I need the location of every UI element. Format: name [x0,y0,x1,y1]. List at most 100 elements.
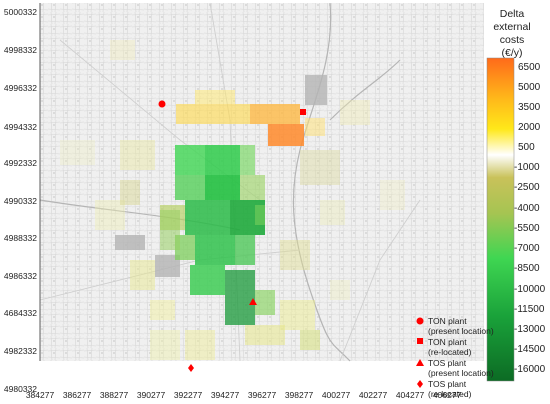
x-tick-label: 388277 [100,390,129,400]
grid-cell [150,300,175,320]
square-marker-icon [417,338,423,344]
legend-label: TON plant [428,337,467,347]
grid-cell [305,118,325,136]
colorbar-title-line: costs [500,34,525,46]
colorbar-tick-label: 500 [518,142,535,153]
grid-cell [300,150,340,185]
grid-cell [340,100,370,125]
x-tick-label: 384277 [26,390,55,400]
legend-label: TOS plant [428,358,467,368]
grid-cell [250,104,300,124]
colorbar-tick-label: -8500 [514,263,540,274]
ton-relocated-marker [300,109,306,115]
plant-markers [158,100,306,372]
colorbar-tick-label: -10000 [514,284,546,295]
colorbar-tick-label: -5500 [514,223,540,234]
colorbar [486,57,515,382]
x-tick-label: 396277 [248,390,277,400]
x-tick-label: 398277 [285,390,314,400]
colorbar-title: Delta external costs (€/y) [493,8,530,59]
grid-cell [120,180,140,205]
grid-cell [240,145,255,175]
tos-present-marker [249,298,257,305]
circle-marker-icon [416,317,424,325]
grid-cell [205,145,240,175]
x-tick-label: 404277 [396,390,425,400]
colorbar-tick-label: -14500 [514,344,546,355]
grid-cell [150,330,180,360]
y-tick-label: 4996332 [4,83,37,93]
colorbar-tick-label: 2000 [518,122,541,133]
y-tick-label: 4994332 [4,122,37,132]
legend-label: (present location) [428,326,494,336]
diamond-marker-icon [417,380,423,388]
triangle-marker-icon [416,359,424,366]
y-tick-label: 4992332 [4,158,37,168]
x-tick-label: 406277 [433,390,462,400]
grid-cell [255,205,265,225]
grid-cell [300,330,320,350]
grid-cell [268,124,304,146]
colorbar-tick-label: -7000 [514,243,540,254]
x-tick-label: 400277 [322,390,351,400]
colorbar-ticks: 6500 5000 3500 2000 500 -1000 -2500 -400… [514,62,546,375]
y-tick-label: 4684332 [4,308,37,318]
grid-cell [245,325,285,345]
grid-cell [175,175,205,200]
colorbar-title-line: (€/y) [502,47,523,59]
x-axis-labels: 384277 386277 388277 390277 392277 39427… [26,390,462,400]
x-tick-label: 394277 [211,390,240,400]
grid-cell [380,180,405,210]
tos-relocated-marker [188,364,194,372]
legend: TON plant (present location) TON plant (… [416,316,494,399]
grid-cell [110,40,135,60]
legend-label: TOS plant [428,379,467,389]
grid-cell [190,265,225,295]
grid-cell [255,290,275,315]
colorbar-tick-label: -11500 [514,304,545,315]
grid-cell [130,260,155,290]
x-tick-label: 386277 [63,390,92,400]
cost-grid-cells [60,40,405,360]
grid-cell [120,140,155,170]
legend-label: TON plant [428,316,467,326]
grid-cell [195,90,235,104]
y-axis-labels: 5000332 4998332 4996332 4994332 4992332 … [4,7,37,394]
ton-present-marker [158,100,166,108]
colorbar-tick-label: -13000 [514,324,546,335]
x-tick-label: 402277 [359,390,388,400]
grid-cell [320,200,345,225]
legend-label: (present location) [428,368,494,378]
grid-cell [225,270,255,325]
grid-cell [160,210,180,250]
grid-cell [195,235,235,265]
colorbar-tick-label: -4000 [514,203,540,214]
grid-cell [95,200,125,230]
y-tick-label: 4988332 [4,233,37,243]
built-up-areas [115,75,327,277]
grid-cell [60,140,95,165]
colorbar-tick-label: 3500 [518,102,541,113]
grid-cell [235,235,255,265]
x-tick-label: 390277 [137,390,166,400]
y-tick-label: 4980332 [4,384,37,394]
colorbar-title-line: Delta [500,8,525,20]
legend-label: (re-located) [428,347,472,357]
grid-cell [280,240,310,270]
grid-cell [185,330,215,360]
grid-cell [240,175,265,200]
grid-cell [280,300,315,330]
colorbar-tick-label: -16000 [514,364,546,375]
colorbar-tick-label: -1000 [514,162,540,173]
colorbar-tick-label: 6500 [518,62,541,73]
y-tick-label: 4998332 [4,45,37,55]
grid-cell [185,200,230,235]
y-tick-label: 5000332 [4,7,37,17]
y-tick-label: 4986332 [4,271,37,281]
x-tick-label: 392277 [174,390,203,400]
grid-cell [205,175,240,200]
grid-cell [175,145,205,175]
grid-cell [176,104,250,124]
colorbar-tick-label: -2500 [514,182,540,193]
